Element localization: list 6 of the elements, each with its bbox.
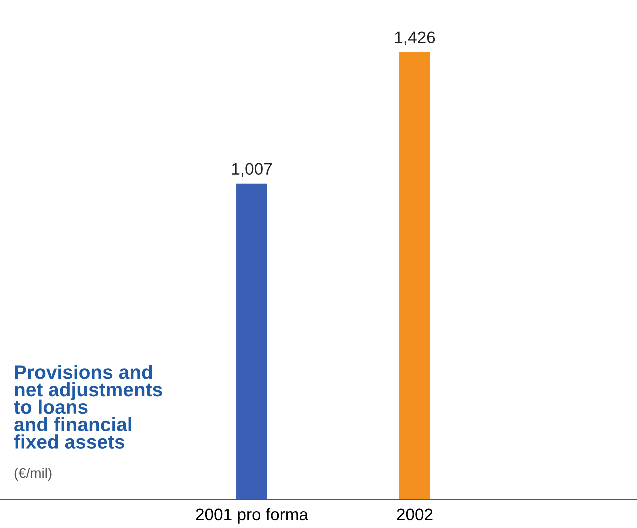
text: Provisions and net adjustments to loans and financial fixed assets	[14, 365, 162, 449]
data-label: 1,007	[232, 163, 272, 178]
data-label: 1,426	[395, 32, 436, 46]
x-tick-label: 2002	[397, 508, 433, 521]
x-tick-label: 2001 pro forma	[196, 508, 309, 524]
text: (€/mil)	[14, 468, 52, 481]
